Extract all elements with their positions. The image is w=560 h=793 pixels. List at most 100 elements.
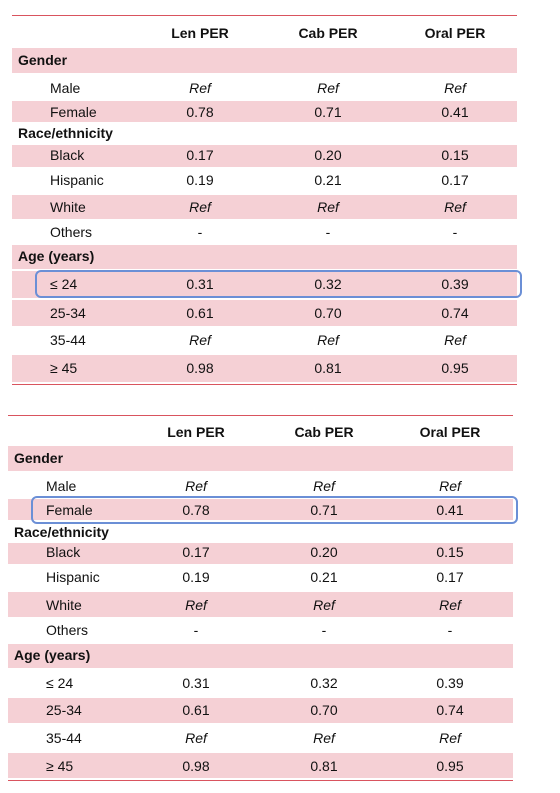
row-label: Others [46, 622, 89, 638]
column-header: Len PER [167, 424, 225, 440]
table-bottom-rule [12, 384, 517, 385]
section-label: Race/ethnicity [14, 524, 109, 540]
row-shading [12, 47, 517, 73]
cell: - [193, 622, 199, 638]
row-label: Female [46, 502, 93, 518]
row-label: White [50, 199, 86, 215]
cell: Ref [317, 199, 339, 215]
cell: 0.41 [441, 104, 469, 120]
row-label: Hispanic [50, 172, 104, 188]
column-header: Cab PER [294, 424, 354, 440]
section-label: Age (years) [14, 647, 91, 663]
row-label: ≤ 24 [50, 276, 78, 292]
cell: Ref [313, 597, 335, 613]
cell: 0.74 [436, 702, 464, 718]
cell: Ref [189, 199, 211, 215]
cell: 0.98 [182, 758, 210, 774]
cell: 0.61 [182, 702, 210, 718]
cell: 0.17 [182, 544, 210, 560]
cell: Ref [313, 730, 335, 746]
cell: 0.81 [310, 758, 338, 774]
cell: 0.41 [436, 502, 464, 518]
table-top-rule [8, 415, 513, 416]
row-shading [12, 145, 517, 167]
column-header: Len PER [171, 25, 229, 41]
cell: Ref [185, 730, 207, 746]
cell: 0.21 [314, 172, 342, 188]
cell: 0.19 [182, 569, 210, 585]
cell: 0.71 [310, 502, 338, 518]
row-shading [12, 299, 517, 326]
cell: 0.31 [182, 675, 210, 691]
cell: Ref [444, 199, 466, 215]
cell: 0.78 [186, 104, 214, 120]
cell: 0.74 [441, 305, 469, 321]
cell: Ref [439, 478, 461, 494]
cell: 0.39 [441, 276, 469, 292]
cell: 0.98 [186, 360, 214, 376]
section-label: Race/ethnicity [18, 125, 113, 141]
row-label: Black [46, 544, 81, 560]
row-shading [12, 194, 517, 219]
section-label: Gender [14, 450, 64, 466]
cell: 0.70 [314, 305, 342, 321]
cell: 0.17 [441, 172, 469, 188]
row-label: ≥ 45 [50, 360, 78, 376]
cell: Ref [313, 478, 335, 494]
cell: Ref [439, 730, 461, 746]
cell: 0.31 [186, 276, 214, 292]
cell: 0.71 [314, 104, 342, 120]
row-label: Male [50, 80, 81, 96]
row-shading [8, 697, 513, 723]
column-header: Oral PER [424, 25, 486, 41]
highlight-box [35, 270, 522, 298]
cell: - [321, 622, 327, 638]
highlight-box [31, 496, 518, 524]
cell: 0.32 [314, 276, 342, 292]
cell: - [197, 224, 203, 240]
cell: Ref [317, 80, 339, 96]
cell: - [452, 224, 458, 240]
row-shading [8, 643, 513, 668]
row-shading [12, 101, 517, 122]
cell: 0.17 [436, 569, 464, 585]
cell: 0.95 [441, 360, 469, 376]
cell: 0.95 [436, 758, 464, 774]
row-shading [8, 753, 513, 778]
row-shading [8, 543, 513, 564]
row-label: White [46, 597, 82, 613]
cell: 0.20 [314, 147, 342, 163]
cell: Ref [189, 80, 211, 96]
row-label: 25-34 [46, 702, 82, 718]
row-label: Male [46, 478, 77, 494]
cell: 0.32 [310, 675, 338, 691]
cell: 0.39 [436, 675, 464, 691]
cell: 0.81 [314, 360, 342, 376]
cell: 0.15 [441, 147, 469, 163]
row-shading [8, 499, 513, 520]
cell: 0.21 [310, 569, 338, 585]
cell: Ref [185, 478, 207, 494]
row-label: ≤ 24 [46, 675, 74, 691]
cell: 0.61 [186, 305, 214, 321]
cell: 0.70 [310, 702, 338, 718]
row-shading [12, 355, 517, 382]
cell: Ref [189, 332, 211, 348]
row-label: 35-44 [46, 730, 82, 746]
cell: Ref [439, 597, 461, 613]
column-header: Cab PER [298, 25, 358, 41]
section-label: Age (years) [18, 248, 95, 264]
row-shading [12, 245, 517, 269]
row-shading [8, 592, 513, 617]
cell: Ref [444, 332, 466, 348]
row-shading [12, 271, 517, 298]
cell: - [325, 224, 331, 240]
cell: 0.20 [310, 544, 338, 560]
table-bottom-rule [8, 780, 513, 781]
cell: Ref [317, 332, 339, 348]
cell: Ref [444, 80, 466, 96]
section-label: Gender [18, 52, 68, 68]
cell: 0.15 [436, 544, 464, 560]
row-label: Hispanic [46, 569, 100, 585]
